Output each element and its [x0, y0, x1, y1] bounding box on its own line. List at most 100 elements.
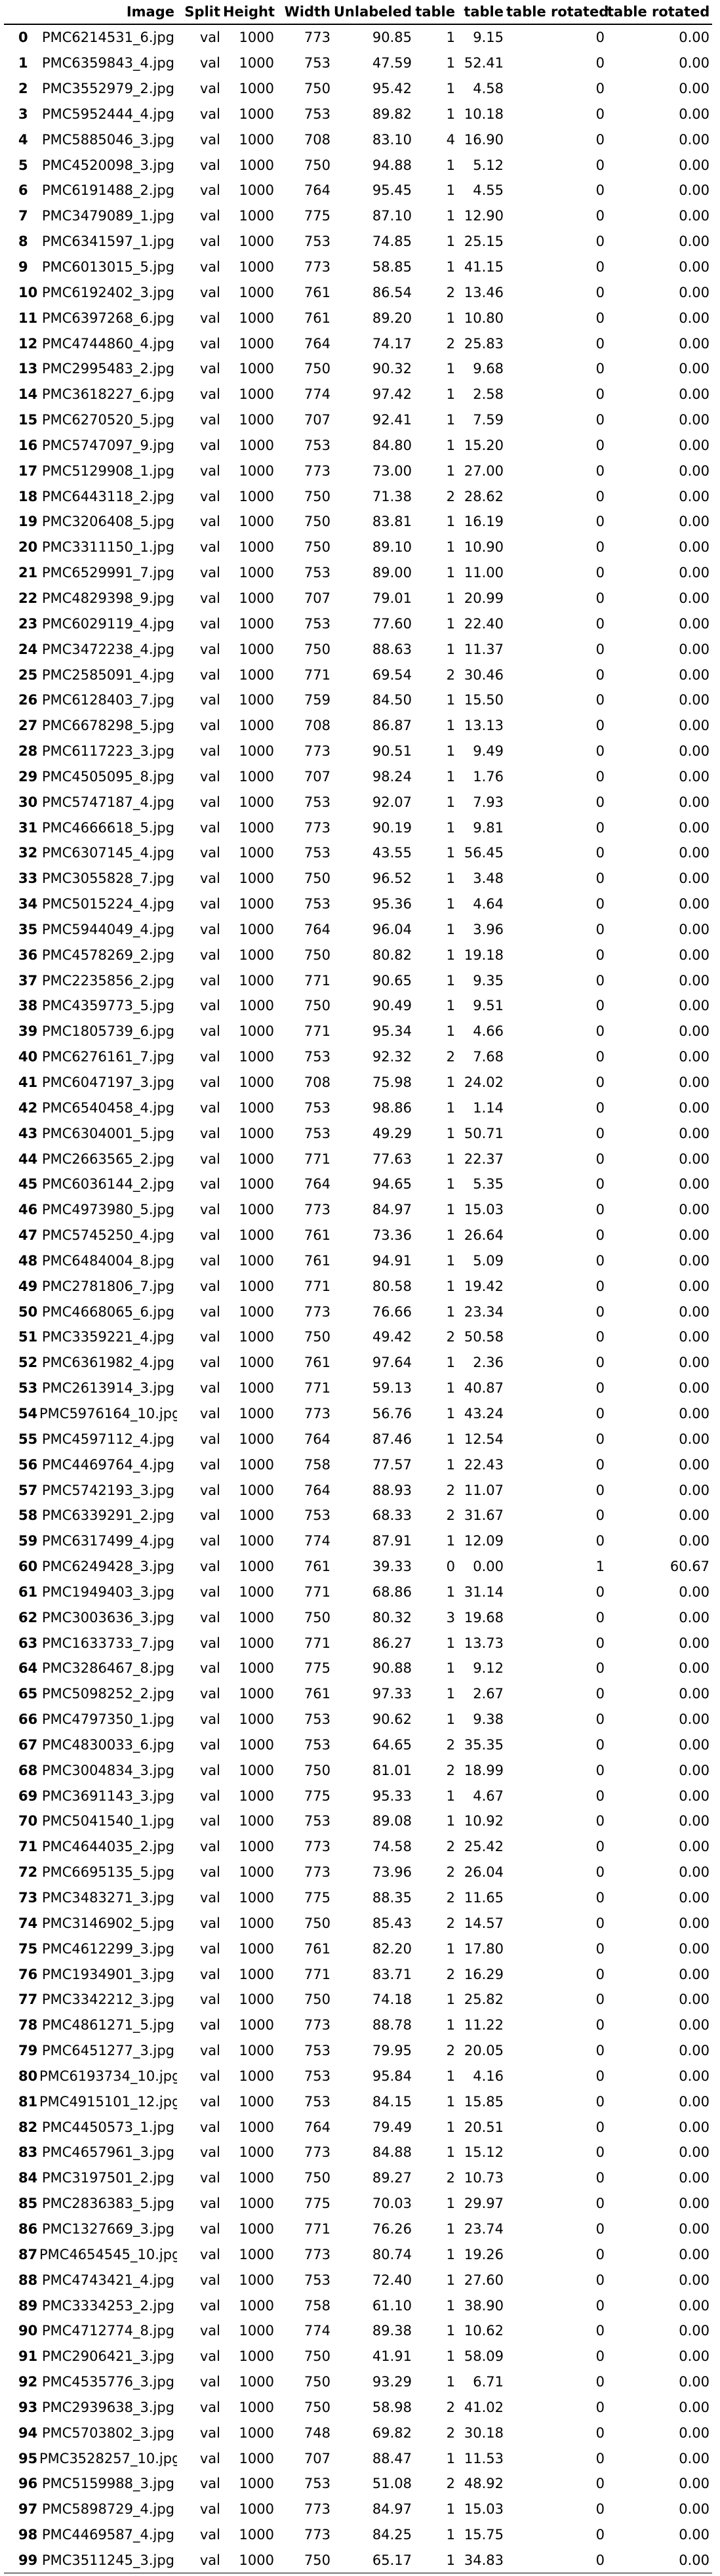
row-index: 11	[18, 310, 38, 326]
table-rotated-count-cell: 0	[595, 157, 605, 173]
row-index: 33	[18, 870, 38, 887]
height-cell: 1000	[239, 1431, 274, 1447]
table-rotated-count-cell: 0	[595, 55, 605, 72]
table-count-cell: 1	[446, 1252, 455, 1269]
image-cell: PMC3286467_8.jpg	[41, 1660, 174, 1677]
unlabeled-cell: 90.62	[372, 1711, 412, 1728]
table-row: 69 PMC3691143_3.jpg val 1000 775 95.33 1 4.67 0 0…	[4, 1783, 712, 1809]
table-count-cell: 2	[446, 1839, 455, 1855]
row-index: 28	[18, 743, 38, 760]
height-cell: 1000	[239, 2374, 274, 2390]
row-index: 13	[18, 361, 38, 377]
width-cell: 707	[304, 768, 330, 785]
unlabeled-cell: 97.64	[372, 1355, 412, 1371]
table-count-cell: 1	[446, 2450, 455, 2466]
split-cell: val	[199, 2399, 220, 2415]
image-cell: PMC5747187_4.jpg	[41, 794, 174, 810]
row-index: 41	[18, 1074, 38, 1091]
unlabeled-cell: 92.41	[372, 412, 412, 428]
row-index: 25	[18, 666, 38, 683]
row-index: 34	[18, 896, 38, 912]
table-row: 72 PMC6695135_5.jpg val 1000 773 73.96 2 26.04 0…	[4, 1860, 712, 1885]
table-pct-cell: 24.02	[464, 1074, 504, 1091]
row-index: 45	[18, 1176, 38, 1193]
table-rotated-pct-cell: 0.00	[679, 2501, 710, 2518]
width-cell: 750	[304, 1762, 330, 1778]
table-count-cell: 1	[446, 412, 455, 428]
table-pct-cell: 15.12	[464, 2144, 504, 2161]
table-rotated-pct-cell: 0.00	[679, 2220, 710, 2237]
table-rotated-count-cell: 0	[595, 896, 605, 912]
table-rotated-count-cell: 0	[595, 1992, 605, 2008]
table-count-cell: 2	[446, 2043, 455, 2059]
width-cell: 774	[304, 1533, 330, 1549]
height-cell: 1000	[239, 386, 274, 403]
height-cell: 1000	[239, 2017, 274, 2034]
width-cell: 750	[304, 539, 330, 556]
split-cell: val	[199, 310, 220, 326]
width-cell: 750	[304, 947, 330, 963]
table-rotated-count-cell: 0	[595, 565, 605, 581]
table-count-cell: 1	[446, 896, 455, 912]
table-pct-cell: 4.55	[473, 182, 504, 199]
table-count-cell: 1	[446, 259, 455, 276]
table-pct-cell: 23.74	[464, 2220, 504, 2237]
table-row: 64 PMC3286467_8.jpg val 1000 775 90.88 1 9.12 0 0…	[4, 1656, 712, 1681]
table-count-cell: 1	[446, 539, 455, 556]
row-index: 30	[18, 794, 38, 810]
row-index: 49	[18, 1278, 38, 1294]
unlabeled-cell: 82.20	[372, 1940, 412, 1957]
table-count-cell: 1	[446, 361, 455, 377]
table-pct-cell: 4.66	[473, 1023, 504, 1040]
table-pct-cell: 34.83	[458, 2547, 506, 2574]
width-cell: 773	[304, 2527, 330, 2543]
width-cell: 707	[304, 412, 330, 428]
table-count-cell: 2	[446, 2399, 455, 2415]
height-cell: 1000	[239, 1813, 274, 1830]
header-width: Width	[277, 0, 333, 25]
width-cell: 750	[304, 1609, 330, 1625]
split-cell: val	[199, 718, 220, 734]
table-count-cell: 1	[446, 1711, 455, 1728]
unlabeled-cell: 95.34	[372, 1023, 412, 1040]
height-cell: 1000	[239, 590, 274, 606]
table-row: 23 PMC6029119_4.jpg val 1000 753 77.60 1 22.40 0…	[4, 611, 712, 636]
row-index: 90	[18, 2323, 38, 2339]
table-row: 60 PMC6249428_3.jpg val 1000 761 39.33 0 0.00 1 6…	[4, 1554, 712, 1580]
row-index: 69	[18, 1788, 38, 1804]
image-cell: PMC4657961_3.jpg	[41, 2144, 174, 2161]
table-count-cell: 1	[446, 1125, 455, 1141]
table-rotated-pct-cell: 0.00	[679, 2399, 710, 2415]
unlabeled-cell: 68.33	[372, 1507, 412, 1524]
unlabeled-cell: 65.17	[333, 2547, 414, 2574]
split-cell: val	[199, 819, 220, 836]
width-cell: 753	[304, 2476, 330, 2492]
split-cell: val	[199, 514, 220, 530]
image-cell: PMC6361982_4.jpg	[41, 1355, 174, 1371]
table-row: 87 PMC4654545_10.jpg val 1000 773 80.74 1 19.26…	[4, 2241, 712, 2267]
table-count-cell: 1	[446, 1584, 455, 1600]
table-rotated-pct-cell: 0.00	[679, 2374, 710, 2390]
width-cell: 753	[304, 1099, 330, 1116]
width-cell: 773	[304, 1864, 330, 1881]
table-count-cell: 1	[446, 437, 455, 453]
table-row: 21 PMC6529991_7.jpg val 1000 753 89.00 1 11.00 0…	[4, 560, 712, 586]
table-row: 6 PMC6191488_2.jpg val 1000 764 95.45 1 4.55 0 0.…	[4, 178, 712, 203]
width-cell: 773	[304, 1405, 330, 1421]
table-pct-cell: 31.67	[464, 1507, 504, 1524]
split-cell: val	[199, 1023, 220, 1040]
table-pct-cell: 22.37	[464, 1151, 504, 1167]
table-count-cell: 3	[446, 1609, 455, 1625]
unlabeled-cell: 87.46	[372, 1431, 412, 1447]
row-index: 75	[18, 1940, 38, 1957]
table-rotated-pct-cell: 0.00	[679, 1329, 710, 1345]
table-pct-cell: 11.65	[464, 1890, 504, 1906]
row-index: 21	[18, 565, 38, 581]
split-cell: val	[199, 2348, 220, 2365]
row-index: 71	[18, 1839, 38, 1855]
table-pct-cell: 11.00	[464, 565, 504, 581]
table-rotated-count-cell: 0	[595, 743, 605, 760]
table-pct-cell: 15.20	[464, 437, 504, 453]
table-pct-cell: 4.58	[473, 81, 504, 97]
unlabeled-cell: 81.01	[372, 1762, 412, 1778]
